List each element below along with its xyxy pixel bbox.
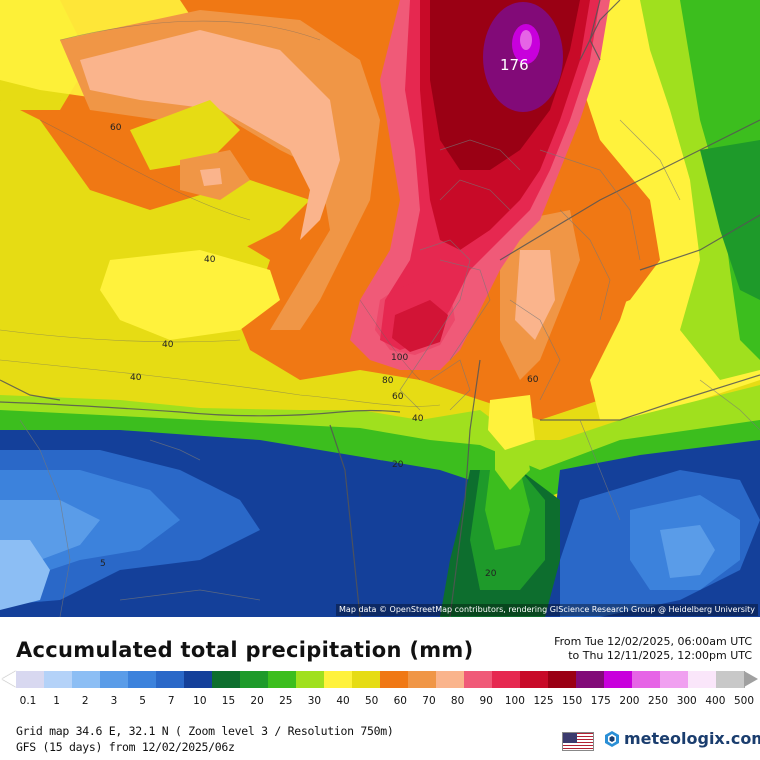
scale-swatch [156, 671, 185, 688]
scale-tick-label: 40 [336, 695, 350, 707]
scale-tick-label: 200 [619, 695, 640, 707]
scale-swatch [520, 671, 549, 688]
brand-name: meteologix.com [624, 729, 760, 748]
scale-tick-label: 0.1 [19, 695, 37, 707]
us-flag-icon[interactable] [562, 732, 594, 751]
scale-swatch [352, 671, 381, 688]
map-attribution: Map data © OpenStreetMap contributors, r… [336, 604, 758, 616]
scale-swatch [380, 671, 409, 688]
scale-tick-label: 150 [562, 695, 583, 707]
contour-label: 40 [130, 373, 142, 383]
scale-swatch [72, 671, 101, 688]
scale-tick-label: 30 [307, 695, 322, 707]
contour-label: 80 [382, 376, 394, 386]
flag-stripe [563, 748, 593, 750]
time-period: From Tue 12/02/2025, 06:00am UTC to Thu … [554, 635, 752, 663]
scale-swatch [576, 671, 605, 688]
grid-info: Grid map 34.6 E, 32.1 N ( Zoom level 3 /… [16, 724, 394, 738]
scale-arrow-right [744, 671, 758, 687]
scale-tick-label: 125 [533, 695, 554, 707]
scale-tick-label: 90 [479, 695, 493, 707]
model-info: GFS (15 days) from 12/02/2025/06z [16, 740, 235, 754]
scale-swatch [632, 671, 661, 688]
scale-tick-label: 7 [167, 695, 175, 707]
scale-tick-label: 50 [364, 695, 379, 707]
scale-arrow-left [2, 671, 16, 687]
flag-stripe [563, 741, 593, 744]
scale-tick-label: 20 [250, 695, 264, 707]
flag-stripe [563, 738, 593, 741]
flag-stripe [563, 743, 593, 745]
scale-swatch [268, 671, 297, 688]
flag-stripe [563, 734, 593, 736]
flag-stripe [563, 735, 593, 738]
scale-swatch [688, 671, 717, 688]
legend-panel: Accumulated total precipitation (mm) Fro… [0, 617, 760, 760]
scale-tick-label: 10 [193, 695, 207, 707]
scale-swatch [100, 671, 129, 688]
precipitation-map[interactable]: 60 40 40 40 100 80 60 40 20 60 5 20 176 … [0, 0, 760, 617]
scale-swatch [464, 671, 493, 688]
contour-label: 60 [110, 123, 122, 133]
scale-swatch [184, 671, 213, 688]
scale-tick-label: 400 [705, 695, 726, 707]
scale-swatch [408, 671, 437, 688]
max-value-label: 176 [500, 56, 529, 74]
scale-swatch [548, 671, 577, 688]
scale-swatch [240, 671, 269, 688]
flag-stripe [563, 744, 593, 747]
admin-borders [19, 119, 760, 617]
scale-swatch [716, 671, 745, 688]
contour-label: 40 [412, 414, 424, 424]
scale-tick-label: 1 [53, 695, 60, 707]
period-to: to Thu 12/11/2025, 12:00pm UTC [568, 649, 752, 662]
flag-stripe [563, 746, 593, 748]
scale-swatch [44, 671, 73, 688]
scale-tick-label: 3 [110, 695, 118, 707]
scale-swatch [16, 671, 45, 688]
color-scale: 0.1 1 2 3 5 7 10 15 20 25 30 40 50 60 70 80 90 100 125 150 1… [0, 668, 760, 707]
scale-swatch [660, 671, 689, 688]
brand-logo[interactable]: meteologix.com [603, 729, 760, 748]
flag-stripe [563, 740, 593, 742]
contour-lines [0, 20, 441, 407]
contour-label: 60 [392, 392, 404, 402]
scale-tick-label: 300 [676, 695, 697, 707]
scale-swatch [604, 671, 633, 688]
flag-stripe [563, 733, 593, 735]
scale-tick-label: 25 [279, 695, 293, 707]
scale-tick-label: 2 [81, 695, 89, 707]
scale-tick-label: 100 [504, 695, 525, 707]
scale-tick-label: 80 [450, 695, 465, 707]
flag-canton [563, 733, 577, 743]
scale-swatch [324, 671, 353, 688]
contour-label: 60 [527, 375, 539, 385]
contour-label: 40 [204, 255, 216, 265]
scale-swatch [492, 671, 521, 688]
scale-swatch [212, 671, 241, 688]
flag-stripe [563, 750, 593, 751]
flag-stripe [563, 737, 593, 739]
meteologix-logo-icon [605, 730, 619, 747]
map-canvas: 60 40 40 40 100 80 60 40 20 60 5 20 176 [0, 0, 760, 617]
period-from: From Tue 12/02/2025, 06:00am UTC [554, 635, 752, 648]
contour-label: 20 [485, 569, 497, 579]
scale-tick-label: 500 [733, 695, 755, 707]
scale-swatch [436, 671, 465, 688]
scale-tick-label: 250 [648, 695, 669, 707]
contour-label: 5 [100, 559, 106, 569]
scale-tick-label: 175 [590, 695, 611, 707]
scale-tick-label: 15 [221, 695, 236, 707]
scale-tick-label: 70 [422, 695, 436, 707]
scale-swatch [128, 671, 157, 688]
contour-label: 40 [162, 340, 174, 350]
legend-title: Accumulated total precipitation (mm) [16, 638, 474, 662]
contour-label: 20 [392, 460, 404, 470]
contour-label: 100 [391, 353, 408, 363]
scale-tick-label: 60 [393, 695, 407, 707]
flag-stripe [563, 747, 593, 749]
scale-swatch [296, 671, 325, 688]
scale-tick-label: 5 [139, 695, 146, 707]
